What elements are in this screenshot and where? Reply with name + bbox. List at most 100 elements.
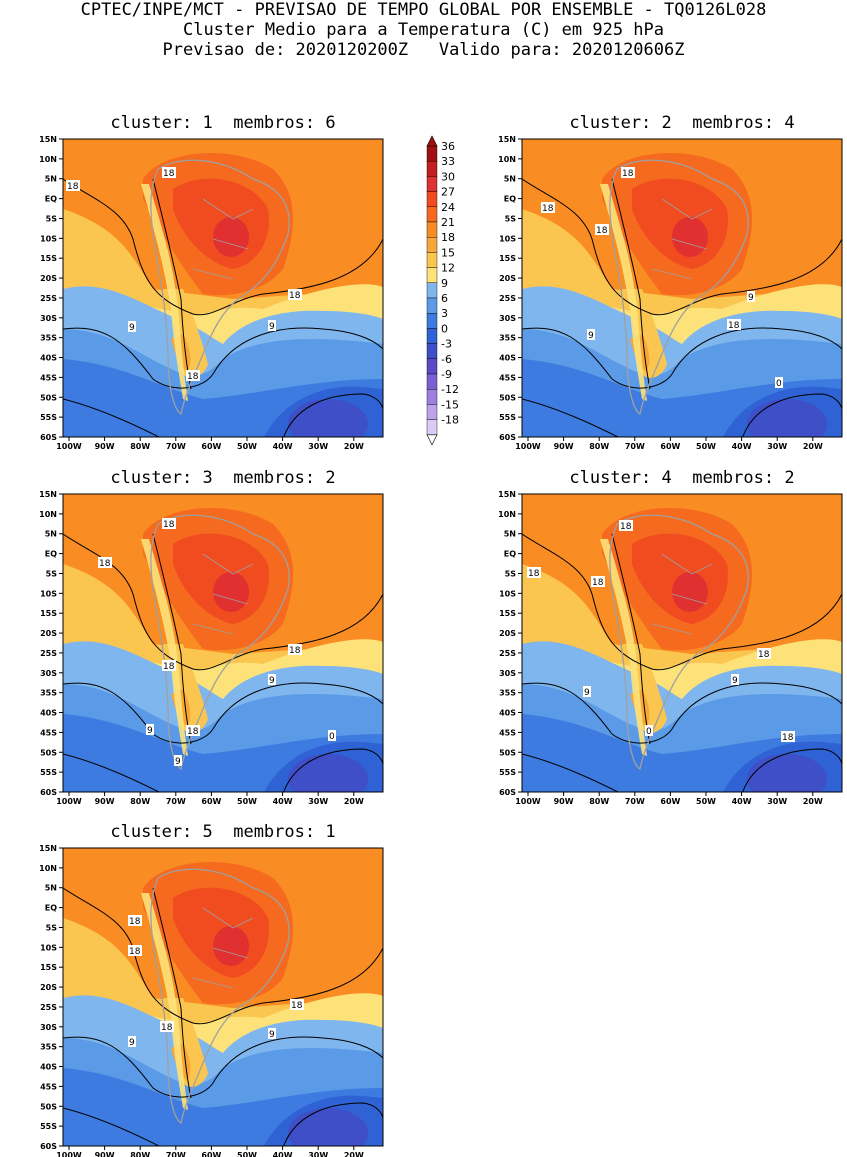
lat-tick-label: 5S	[505, 569, 517, 578]
panel-4-map: 15N 10N 5N EQ 5S 10S 15S 20S 25S 30S 35S 40S 45S 50S 5…	[498, 490, 843, 806]
colorbar-swatch	[426, 297, 438, 314]
lat-tick-label: 40S	[499, 354, 516, 363]
lon-tick-label: 100W	[56, 442, 82, 451]
lat-tick-label: 15S	[499, 609, 516, 618]
lon-tick-label: 30W	[308, 797, 328, 806]
colorbar-swatch	[426, 160, 438, 177]
colorbar-swatch	[426, 176, 438, 192]
colorbar-label: -15	[441, 398, 459, 411]
contour-label: 18	[162, 167, 176, 179]
contour-label: 18	[727, 319, 741, 331]
lon-tick-label: 60W	[660, 797, 680, 806]
lat-tick-label: 50S	[499, 393, 516, 402]
lat-tick-label: EQ	[45, 550, 57, 559]
lon-tick-label: 50W	[696, 442, 716, 451]
colorbar-label: 18	[441, 231, 455, 244]
contour-label: 18	[160, 1021, 174, 1033]
svg-text:18: 18	[289, 646, 301, 656]
lat-tick-label: 5N	[504, 530, 516, 539]
colorbar-swatch	[426, 313, 438, 329]
svg-text:18: 18	[163, 662, 175, 672]
lat-tick-label: 55S	[499, 768, 516, 777]
contour-label: 9	[268, 320, 276, 332]
lat-tick-label: 45S	[499, 728, 516, 737]
colorbar-label: 27	[441, 186, 455, 199]
contour-label: 18	[621, 167, 635, 179]
svg-text:9: 9	[748, 293, 754, 303]
lon-tick-label: 40W	[732, 442, 752, 451]
lat-tick-label: 50S	[40, 1102, 57, 1111]
lat-tick-label: 50S	[499, 748, 516, 757]
colorbar-swatch	[426, 404, 438, 420]
svg-text:18: 18	[758, 650, 770, 660]
lat-tick-label: 20S	[40, 274, 57, 283]
lat-tick-label: 5N	[45, 175, 57, 184]
contour-label: 18	[595, 224, 609, 236]
lon-tick-label: 100W	[515, 442, 541, 451]
lon-tick-label: 90W	[554, 442, 574, 451]
lat-tick-label: 30S	[499, 669, 516, 678]
colorbar-label: 9	[441, 277, 448, 290]
lon-tick-label: 70W	[625, 797, 645, 806]
svg-text:18: 18	[291, 1001, 303, 1011]
contour-label: 9	[731, 674, 739, 686]
lon-tick-label: 70W	[166, 442, 186, 451]
lat-tick-label: 15S	[499, 254, 516, 263]
svg-text:9: 9	[269, 1030, 275, 1040]
lat-tick-label: 25S	[499, 649, 516, 658]
lon-tick-label: 50W	[237, 1151, 257, 1157]
lat-tick-label: EQ	[45, 195, 57, 204]
contour-label: 18	[541, 202, 555, 214]
lon-tick-label: 60W	[201, 442, 221, 451]
figure-title-line-1: CPTEC/INPE/MCT - PREVISAO DE TEMPO GLOBA…	[80, 0, 767, 20]
lat-tick-label: 50S	[40, 748, 57, 757]
lon-tick-label: 20W	[803, 442, 823, 451]
lon-tick-label: 40W	[273, 797, 293, 806]
lat-tick-label: 25S	[40, 1003, 57, 1012]
lon-tick-label: 30W	[767, 797, 787, 806]
contour-label: 9	[174, 755, 182, 767]
colorbar-label: 0	[441, 322, 448, 335]
lat-tick-label: EQ	[504, 195, 516, 204]
lat-tick-label: 55S	[40, 413, 57, 422]
colorbar-swatch	[426, 282, 438, 299]
lat-tick-label: 40S	[40, 709, 57, 718]
lon-tick-label: 80W	[589, 797, 609, 806]
lon-tick-label: 40W	[273, 442, 293, 451]
lat-tick-label: 20S	[40, 629, 57, 638]
lat-tick-label: 15N	[39, 490, 57, 499]
svg-text:9: 9	[269, 322, 275, 332]
svg-text:0: 0	[646, 727, 652, 737]
lon-tick-label: 30W	[308, 442, 328, 451]
contour-label: 9	[587, 329, 595, 341]
svg-text:18: 18	[163, 169, 175, 179]
lat-tick-label: EQ	[45, 904, 57, 913]
lon-tick-label: 50W	[237, 797, 257, 806]
svg-text:18: 18	[596, 226, 608, 236]
lat-tick-label: 60S	[499, 433, 516, 442]
svg-text:18: 18	[289, 291, 301, 301]
lat-tick-label: 15N	[498, 135, 516, 144]
lat-tick-label: 15S	[40, 963, 57, 972]
colorbar-swatch	[426, 236, 438, 253]
svg-text:18: 18	[620, 522, 632, 532]
contour-label: 0	[645, 725, 653, 737]
svg-text:18: 18	[129, 917, 141, 927]
colorbar-label: 3	[441, 307, 448, 320]
lat-tick-label: 10N	[498, 510, 516, 519]
svg-text:18: 18	[622, 169, 634, 179]
lat-tick-label: 15N	[39, 135, 57, 144]
lat-tick-label: 30S	[40, 669, 57, 678]
colorbar-swatch	[426, 252, 438, 268]
lat-tick-label: 30S	[40, 1023, 57, 1032]
contour-label: 9	[146, 724, 154, 736]
contour-label: 0	[328, 730, 336, 742]
lon-tick-label: 30W	[308, 1151, 328, 1157]
lon-tick-label: 90W	[95, 797, 115, 806]
lon-tick-label: 70W	[166, 1151, 186, 1157]
lat-tick-label: 40S	[40, 354, 57, 363]
svg-text:18: 18	[728, 321, 740, 331]
lat-tick-label: 35S	[40, 689, 57, 698]
svg-text:18: 18	[163, 520, 175, 530]
